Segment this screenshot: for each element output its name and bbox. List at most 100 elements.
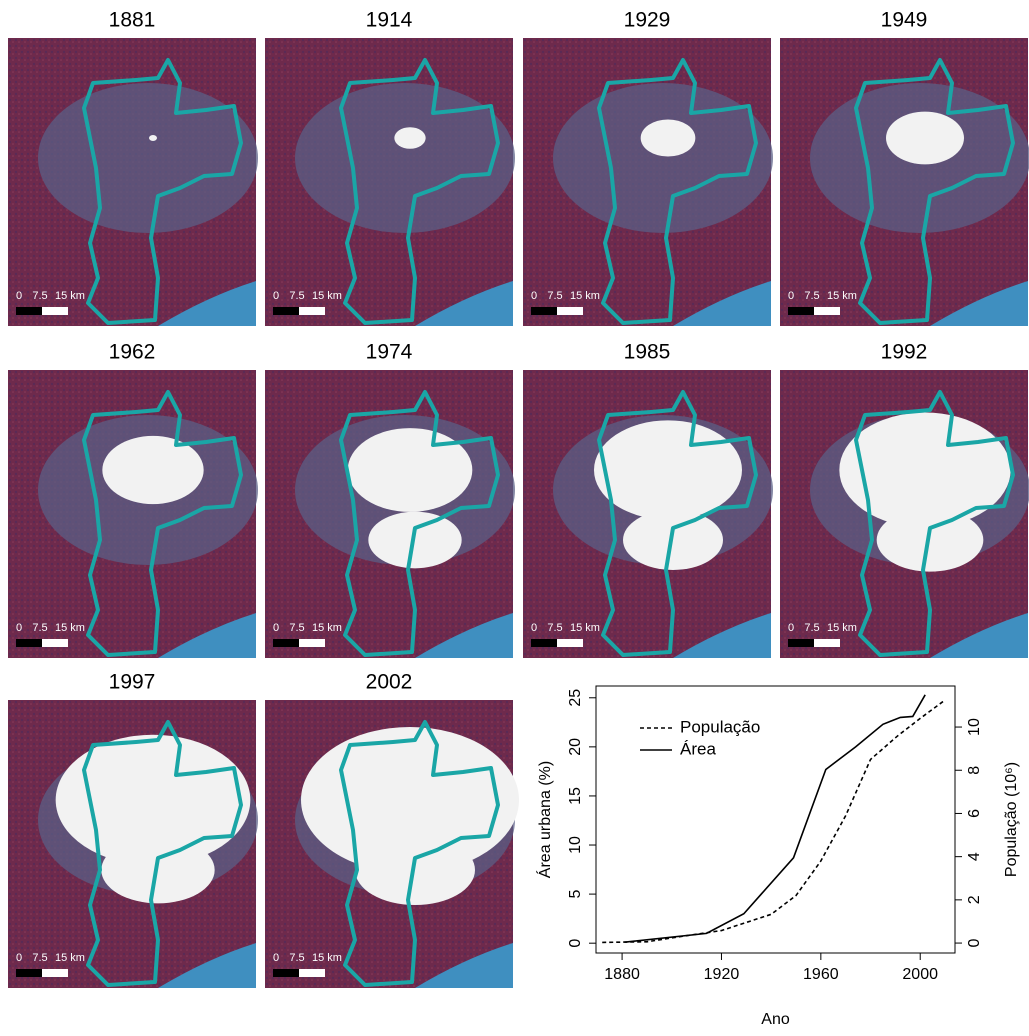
scale-label: 0 xyxy=(788,622,794,634)
map-panel: 0 7.5 15 km xyxy=(523,38,773,326)
y2-tick-label: 10 xyxy=(966,718,983,736)
sea xyxy=(930,281,1028,326)
city-outline xyxy=(597,58,758,325)
city-outline xyxy=(82,720,243,987)
x-tick-label: 1960 xyxy=(803,966,839,983)
scale-label: 7.5 xyxy=(547,290,562,302)
scale-label: 7.5 xyxy=(547,622,562,634)
scale-bar xyxy=(16,969,42,977)
sea xyxy=(158,613,256,658)
panel-title: 1929 xyxy=(624,9,671,32)
scale-label: 15 km xyxy=(312,290,342,302)
panel-title: 1997 xyxy=(109,671,156,694)
urban-area xyxy=(640,119,696,157)
scale-label: 0 xyxy=(788,290,794,302)
panel-title: 1914 xyxy=(366,9,413,32)
map-panel: 0 7.5 15 km xyxy=(265,370,515,658)
x-axis-label: Ano xyxy=(761,1011,790,1028)
y-tick-label: 10 xyxy=(567,836,584,854)
city-outline xyxy=(854,390,1015,657)
urban-area xyxy=(886,111,964,165)
map-panel: 0 7.5 15 km xyxy=(523,370,773,658)
x-tick-label: 1920 xyxy=(704,966,740,983)
scale-label: 0 xyxy=(531,622,537,634)
scale-label: 7.5 xyxy=(289,290,304,302)
urban-area xyxy=(102,435,204,505)
y-axis-label: Área urbana (%) xyxy=(535,761,554,878)
scale-label: 7.5 xyxy=(289,622,304,634)
city-outline xyxy=(854,58,1015,325)
sea xyxy=(158,943,256,988)
sea xyxy=(415,613,513,658)
map-panel: 0 7.5 15 km xyxy=(8,38,258,326)
scale-label: 15 km xyxy=(827,622,857,634)
scale-label: 7.5 xyxy=(289,952,304,964)
sea xyxy=(930,613,1028,658)
y2-tick-label: 8 xyxy=(966,766,983,775)
sea xyxy=(415,943,513,988)
urban-area xyxy=(149,135,157,141)
y2-tick-label: 4 xyxy=(966,852,983,861)
scale-label: 0 xyxy=(273,290,279,302)
series-line xyxy=(624,694,926,943)
scale-bar xyxy=(42,639,68,647)
scale-bar xyxy=(557,307,583,315)
scale-bar xyxy=(16,639,42,647)
scale-bar xyxy=(531,307,557,315)
map-panel: 0 7.5 15 km xyxy=(8,370,258,658)
scale-bar xyxy=(788,639,814,647)
urban-gray xyxy=(295,83,515,233)
scale-bar xyxy=(273,639,299,647)
scale-label: 7.5 xyxy=(32,622,47,634)
city-outline xyxy=(82,58,243,325)
scale-bar xyxy=(42,969,68,977)
map-panel: 0 7.5 15 km xyxy=(265,700,519,988)
scale-bar xyxy=(299,969,325,977)
scale-label: 0 xyxy=(531,290,537,302)
urban-gray xyxy=(553,83,773,233)
scale-label: 15 km xyxy=(55,622,85,634)
scale-bar xyxy=(16,307,42,315)
urban-area xyxy=(55,734,251,866)
panel-title: 1962 xyxy=(109,341,156,364)
y-tick-label: 20 xyxy=(567,738,584,756)
scale-label: 0 xyxy=(273,622,279,634)
scale-label: 15 km xyxy=(312,952,342,964)
panel-title: 1949 xyxy=(881,9,928,32)
y2-tick-label: 2 xyxy=(966,895,983,904)
city-outline xyxy=(339,58,500,325)
sea xyxy=(673,281,771,326)
scale-bar xyxy=(531,639,557,647)
urban-area xyxy=(594,420,742,520)
y-tick-label: 5 xyxy=(567,890,584,899)
scale-bar xyxy=(788,307,814,315)
scale-label: 7.5 xyxy=(804,622,819,634)
sea xyxy=(158,281,256,326)
sea xyxy=(415,281,513,326)
scale-label: 7.5 xyxy=(32,290,47,302)
scale-bar xyxy=(273,969,299,977)
series-line xyxy=(602,699,946,944)
map-panel: 0 7.5 15 km xyxy=(8,700,258,988)
scale-bar xyxy=(299,639,325,647)
panel-title: 1985 xyxy=(624,341,671,364)
scale-label: 7.5 xyxy=(32,952,47,964)
panel-title: 2002 xyxy=(366,671,413,694)
y2-axis-label: População (10⁶) xyxy=(1003,762,1020,877)
y-tick-label: 15 xyxy=(567,787,584,805)
sea xyxy=(673,613,771,658)
scale-bar xyxy=(42,307,68,315)
scale-label: 15 km xyxy=(55,952,85,964)
scale-label: 0 xyxy=(16,952,22,964)
scale-bar xyxy=(273,307,299,315)
legend-label: Área xyxy=(680,739,716,758)
map-panel: 0 7.5 15 km xyxy=(265,38,515,326)
city-outline xyxy=(82,390,243,657)
urban-gray xyxy=(38,83,258,233)
scale-label: 0 xyxy=(16,622,22,634)
x-tick-label: 2000 xyxy=(902,966,938,983)
scale-bar xyxy=(557,639,583,647)
scale-label: 7.5 xyxy=(804,290,819,302)
